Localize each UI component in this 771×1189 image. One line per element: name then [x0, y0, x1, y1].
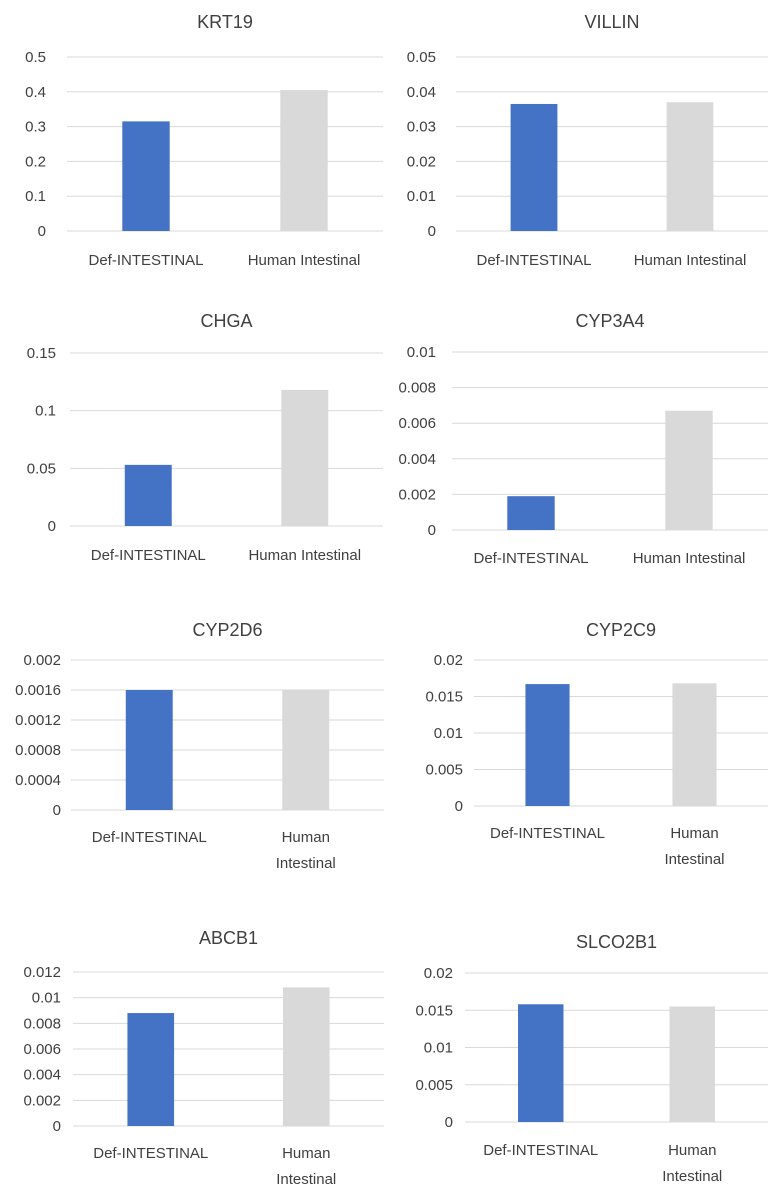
- bar: [510, 103, 558, 231]
- chart-panel-slco2b1: SLCO2B1 0 0.005 0.01 0.015 0.02 Def-INTESTINAL…: [415, 932, 768, 1185]
- chart-panel-krt19: KRT19 0 0.1 0.2 0.3 0.4 0.5 Def-INTESTINAL Human…: [25, 12, 383, 269]
- y-tick-label: 0: [428, 522, 436, 539]
- y-tick-label: 0.01: [424, 1040, 453, 1057]
- x-tick-label: Human: [282, 829, 330, 846]
- chart-title: CYP2D6: [192, 620, 262, 640]
- y-tick-label: 0.2: [25, 153, 46, 170]
- bar: [282, 690, 330, 810]
- bar: [125, 690, 173, 810]
- y-tick-label: 0.4: [25, 84, 46, 101]
- y-tick-label: 0.005: [425, 762, 463, 779]
- y-tick-label: 0.01: [32, 990, 61, 1007]
- chart-title: CYP3A4: [575, 311, 644, 331]
- bar: [507, 496, 555, 530]
- chart-title: KRT19: [197, 12, 253, 32]
- y-tick-label: 0.05: [27, 460, 56, 477]
- bar: [672, 683, 717, 806]
- x-tick-label: Def-INTESTINAL: [91, 547, 206, 564]
- y-tick-label: 0.0008: [15, 742, 61, 759]
- y-tick-label: 0.0012: [15, 712, 61, 729]
- x-tick-label: Def-INTESTINAL: [490, 825, 605, 842]
- chart-panel-abcb1: ABCB1 0 0.002 0.004 0.006 0.008 0.01 0.012 Def-I…: [23, 928, 384, 1188]
- bar: [281, 389, 329, 526]
- chart-title: SLCO2B1: [576, 932, 657, 952]
- x-tick-label: Human Intestinal: [248, 252, 361, 269]
- x-tick-label: Def-INTESTINAL: [473, 550, 588, 567]
- bar: [282, 987, 330, 1126]
- chart-title: VILLIN: [584, 12, 639, 32]
- y-tick-label: 0.002: [23, 652, 61, 669]
- y-tick-label: 0.02: [407, 153, 436, 170]
- y-tick-label: 0.01: [407, 344, 436, 361]
- x-tick-label: Def-INTESTINAL: [88, 252, 203, 269]
- chart-title: ABCB1: [199, 928, 258, 948]
- y-tick-label: 0.02: [434, 652, 463, 669]
- y-tick-label: 0.006: [23, 1041, 61, 1058]
- x-tick-label: Intestinal: [662, 1168, 722, 1185]
- y-tick-label: 0.3: [25, 119, 46, 136]
- y-tick-label: 0.5: [25, 49, 46, 66]
- y-tick-label: 0.03: [407, 119, 436, 136]
- x-tick-label: Human Intestinal: [634, 252, 747, 269]
- y-tick-label: 0.015: [415, 1002, 453, 1019]
- y-tick-label: 0: [428, 223, 436, 240]
- y-tick-label: 0: [53, 1118, 61, 1135]
- y-tick-label: 0.1: [35, 403, 56, 420]
- x-tick-label: Human: [668, 1142, 716, 1159]
- bar: [518, 1004, 564, 1122]
- chart-panel-villin: VILLIN 0 0.01 0.02 0.03 0.04 0.05 Def-INTESTINA…: [407, 12, 768, 269]
- bar: [525, 684, 570, 806]
- chart-panel-cyp3a4: CYP3A4 0 0.002 0.004 0.006 0.008 0.01 Def-INTES…: [398, 311, 768, 567]
- y-tick-label: 0.012: [23, 964, 61, 981]
- x-tick-label: Human Intestinal: [248, 547, 361, 564]
- bar: [669, 1006, 715, 1122]
- y-tick-label: 0: [53, 802, 61, 819]
- y-tick-label: 0: [455, 798, 463, 815]
- x-tick-label: Human: [282, 1145, 330, 1162]
- y-tick-label: 0.002: [398, 486, 436, 503]
- y-tick-label: 0.002: [23, 1092, 61, 1109]
- x-tick-label: Def-INTESTINAL: [476, 252, 591, 269]
- bar: [665, 410, 713, 530]
- y-tick-label: 0.0016: [15, 682, 61, 699]
- x-tick-label: Def-INTESTINAL: [483, 1142, 598, 1159]
- bar: [124, 464, 172, 526]
- bar: [127, 1013, 175, 1126]
- y-tick-label: 0: [48, 518, 56, 535]
- y-tick-label: 0.15: [27, 345, 56, 362]
- x-tick-label: Human: [670, 825, 718, 842]
- chart-title: CHGA: [200, 311, 252, 331]
- y-tick-label: 0.01: [434, 725, 463, 742]
- x-tick-label: Human Intestinal: [633, 550, 746, 567]
- x-tick-label: Def-INTESTINAL: [93, 1145, 208, 1162]
- bar: [280, 90, 328, 231]
- y-tick-label: 0.006: [398, 415, 436, 432]
- y-tick-label: 0.01: [407, 188, 436, 205]
- y-tick-label: 0.1: [25, 188, 46, 205]
- x-tick-label: Intestinal: [276, 1171, 336, 1188]
- bar: [122, 121, 170, 231]
- y-tick-label: 0.005: [415, 1077, 453, 1094]
- chart-panel-cyp2d6: CYP2D6 0 0.0004 0.0008 0.0012 0.0016 0.002 Def-…: [15, 620, 384, 872]
- y-tick-label: 0: [38, 223, 46, 240]
- y-tick-label: 0.008: [398, 380, 436, 397]
- y-tick-label: 0.004: [398, 451, 436, 468]
- y-tick-label: 0.05: [407, 49, 436, 66]
- y-tick-label: 0.008: [23, 1015, 61, 1032]
- y-tick-label: 0.004: [23, 1067, 61, 1084]
- y-tick-label: 0.0004: [15, 772, 61, 789]
- x-tick-label: Intestinal: [276, 855, 336, 872]
- chart-title: CYP2C9: [586, 620, 656, 640]
- x-tick-label: Intestinal: [664, 851, 724, 868]
- bar: [666, 102, 714, 232]
- y-tick-label: 0: [445, 1114, 453, 1131]
- chart-panel-cyp2c9: CYP2C9 0 0.005 0.01 0.015 0.02 Def-INTESTINAL H…: [425, 620, 768, 868]
- x-tick-label: Def-INTESTINAL: [92, 829, 207, 846]
- chart-panel-chga: CHGA 0 0.05 0.1 0.15 Def-INTESTINAL Human Inte…: [27, 311, 383, 564]
- y-tick-label: 0.02: [424, 965, 453, 982]
- y-tick-label: 0.04: [407, 84, 436, 101]
- y-tick-label: 0.015: [425, 689, 463, 706]
